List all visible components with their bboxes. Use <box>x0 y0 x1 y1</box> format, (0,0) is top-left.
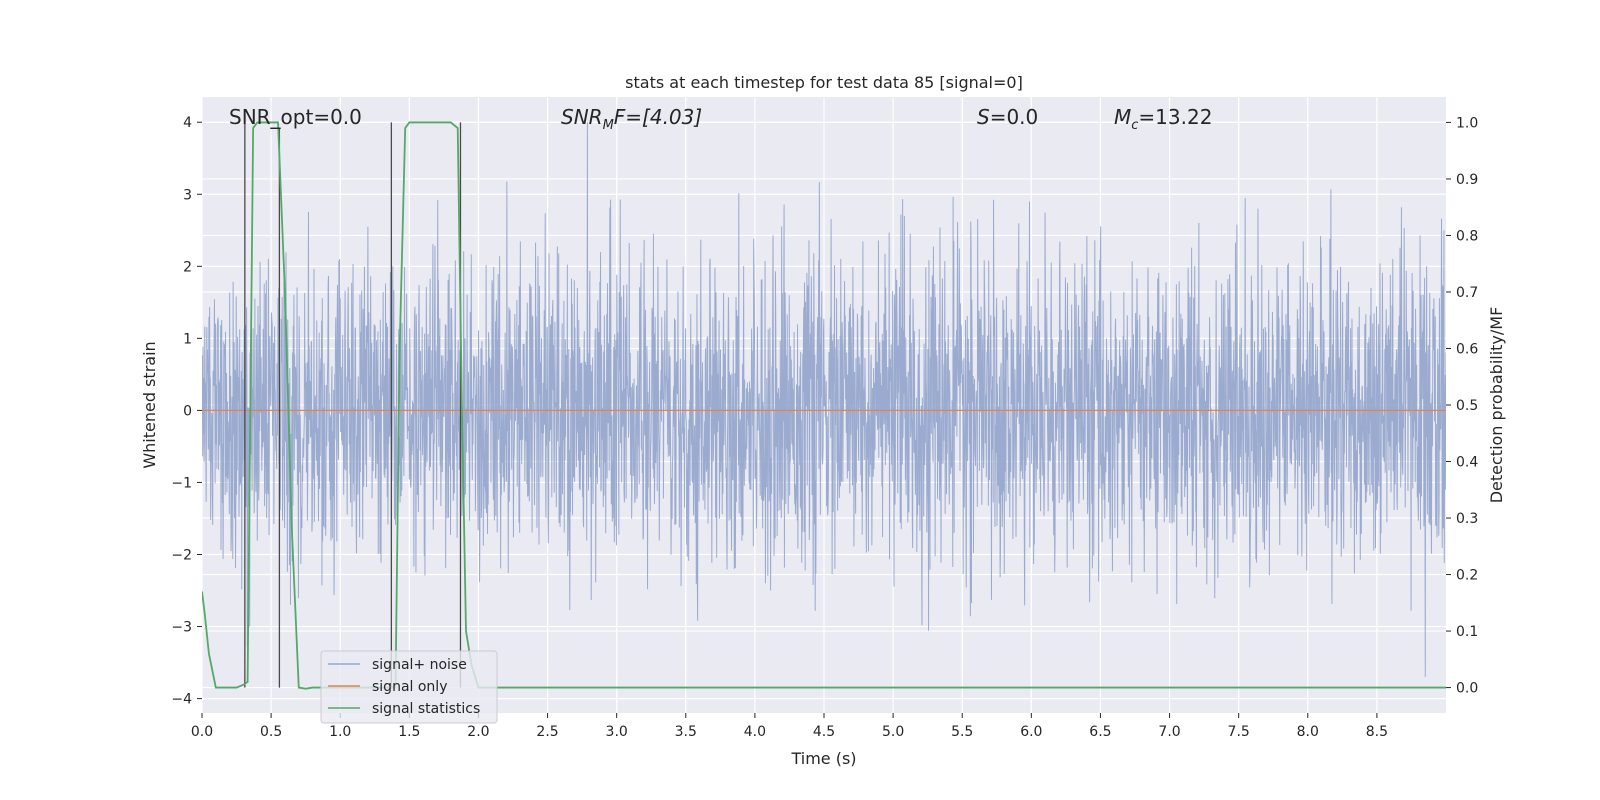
y-tick-label: −3 <box>171 620 192 636</box>
y2-axis-ticks: 1.0 0.9 0.8 0.7 0.6 0.5 0.4 0.3 0.2 0.1 0.0 <box>1446 115 1478 697</box>
annotation-mc-sub: c <box>1131 118 1138 133</box>
y-axis-label: Whitened strain <box>140 341 159 468</box>
x-tick-label: 8.0 <box>1297 724 1319 740</box>
annotation-s-rest: =0.0 <box>990 105 1039 129</box>
y2-axis-label: Detection probability/MF <box>1487 307 1506 504</box>
legend-label-signal-only: signal only <box>372 679 447 695</box>
annotation-mc-rest: =13.22 <box>1138 105 1212 129</box>
x-tick-label: 4.5 <box>813 724 835 740</box>
x-tick-label: 1.5 <box>398 724 420 740</box>
x-tick-label: 7.5 <box>1228 724 1250 740</box>
y2-tick-label: 0.4 <box>1456 455 1478 471</box>
legend-label-signal-statistics: signal statistics <box>372 701 480 717</box>
x-tick-label: 0.5 <box>260 724 282 740</box>
y-tick-label: 4 <box>183 115 192 131</box>
series-signal-statistics <box>202 121 1446 690</box>
y2-tick-label: 0.3 <box>1456 511 1478 527</box>
annotation-snr-mf-rest: F=[4.03] <box>614 105 702 129</box>
chart-title: stats at each timestep for test data 85 … <box>625 73 1023 92</box>
y-axis-ticks: 4 3 2 1 0 −1 −2 −3 −4 <box>171 115 202 708</box>
annotation-s-main: S <box>977 105 990 129</box>
x-tick-label: 8.5 <box>1366 724 1388 740</box>
x-axis-label: Time (s) <box>790 749 856 768</box>
y2-tick-label: 0.2 <box>1456 568 1478 584</box>
x-tick-label: 4.0 <box>744 724 766 740</box>
annotation-mc-main: M <box>1114 105 1131 129</box>
y-tick-label: 1 <box>183 331 192 347</box>
annotation-snr-mf-main: SNR <box>561 105 603 129</box>
legend-label-signal-plus-noise: signal+ noise <box>372 657 467 673</box>
x-tick-label: 2.0 <box>467 724 489 740</box>
y2-tick-label: 0.5 <box>1456 398 1478 414</box>
legend-box <box>320 650 498 724</box>
x-tick-label: 2.5 <box>536 724 558 740</box>
annotation-mc: Mc=13.22 <box>1114 105 1212 133</box>
y-tick-label: −2 <box>171 547 192 563</box>
legend: signal+ noise signal only signal statist… <box>320 650 498 724</box>
x-tick-label: 0.0 <box>191 724 213 740</box>
x-tick-label: 6.5 <box>1089 724 1111 740</box>
y2-tick-label: 0.7 <box>1456 285 1478 301</box>
y-tick-label: −1 <box>171 475 192 491</box>
series-signal-plus-noise <box>202 122 1446 677</box>
vertical-markers <box>244 122 462 688</box>
y2-tick-label: 0.9 <box>1456 172 1478 188</box>
noise-trace <box>202 122 1446 677</box>
y2-tick-label: 0.0 <box>1456 681 1478 697</box>
x-tick-label: 3.5 <box>675 724 697 740</box>
y-tick-label: 3 <box>183 187 192 203</box>
annotation-snr-opt: SNR_opt=0.0 <box>229 105 362 129</box>
x-axis-ticks: 0.0 0.5 1.0 1.5 2.0 2.5 3.0 3.5 4.0 4.5 5.0 5.5 6.0 6… <box>191 713 1388 740</box>
y-tick-label: −4 <box>171 692 192 708</box>
annotation-s: S=0.0 <box>977 105 1038 129</box>
x-tick-label: 6.0 <box>1020 724 1042 740</box>
y-tick-label: 0 <box>183 403 192 419</box>
annotation-snr-mf-sub: M <box>603 118 614 133</box>
x-tick-label: 3.0 <box>606 724 628 740</box>
y-tick-label: 2 <box>183 259 192 275</box>
y2-tick-label: 0.8 <box>1456 228 1478 244</box>
x-tick-label: 7.0 <box>1158 724 1180 740</box>
y2-tick-label: 1.0 <box>1456 115 1478 131</box>
x-tick-label: 1.0 <box>329 724 351 740</box>
x-tick-label: 5.0 <box>882 724 904 740</box>
y2-tick-label: 0.1 <box>1456 624 1478 640</box>
y2-tick-label: 0.6 <box>1456 341 1478 357</box>
signal-statistics-line <box>202 121 1446 690</box>
annotation-snr-mf: SNRMF=[4.03] <box>561 105 702 133</box>
x-tick-label: 5.5 <box>951 724 973 740</box>
